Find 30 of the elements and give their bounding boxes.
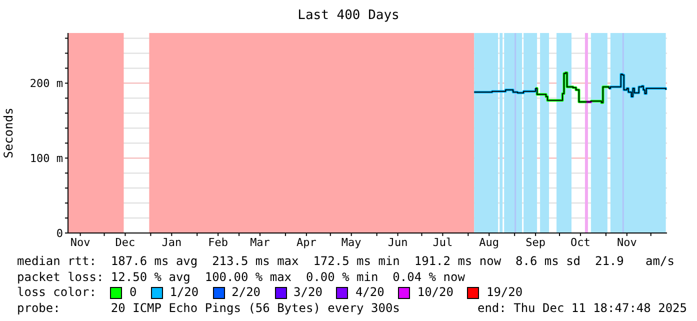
- chart-title: Last 400 Days: [296, 8, 400, 23]
- x-tick-label: Jan: [162, 236, 182, 249]
- x-tick-label: Nov: [616, 236, 638, 249]
- text: end: Thu Dec 11 18:47:48 2025: [477, 301, 687, 317]
- legend-label: 4/20: [354, 285, 384, 302]
- x-tick-label: Oct: [570, 236, 590, 249]
- text: median rtt: 187.6 ms avg 213.5 ms max 172.5 ms min 191.2 ms now 8.6 ms sd 21.9 am/s: [17, 254, 676, 270]
- y-axis-title: Seconds: [1, 108, 16, 158]
- legend-label: 1/20: [168, 285, 199, 302]
- y-tick-label: 200 m: [30, 77, 64, 90]
- legend-title: loss color:: [17, 285, 96, 302]
- x-tick-label: Mar: [250, 236, 270, 249]
- legend-label: 3/20: [292, 285, 322, 302]
- legend-label: 10/20: [416, 285, 454, 302]
- legend-label: 19/20: [485, 285, 523, 302]
- x-tick-label: Dec: [115, 236, 136, 249]
- x-tick-label: Nov: [70, 236, 91, 249]
- x-tick-label: Jun: [388, 236, 408, 249]
- y-tick-label: 100 m: [30, 152, 64, 165]
- text: packet loss: 12.50 % avg 100.00 % max 0.00 % min 0.04 % now: [17, 270, 466, 286]
- x-tick-label: Aug: [479, 236, 500, 249]
- legend-label: 2/20: [230, 285, 261, 302]
- legend-label: 0: [128, 285, 137, 302]
- text: probe: 20 ICMP Echo Pings (56 Bytes) every 300s: [17, 301, 400, 317]
- x-tick-label: May: [341, 236, 362, 249]
- x-tick-label: Jul: [432, 236, 453, 249]
- x-tick-label: Apr: [296, 236, 317, 249]
- y-tick-label: 0: [56, 226, 63, 240]
- x-tick-label: Sep: [526, 236, 546, 249]
- x-tick-label: Feb: [208, 236, 228, 249]
